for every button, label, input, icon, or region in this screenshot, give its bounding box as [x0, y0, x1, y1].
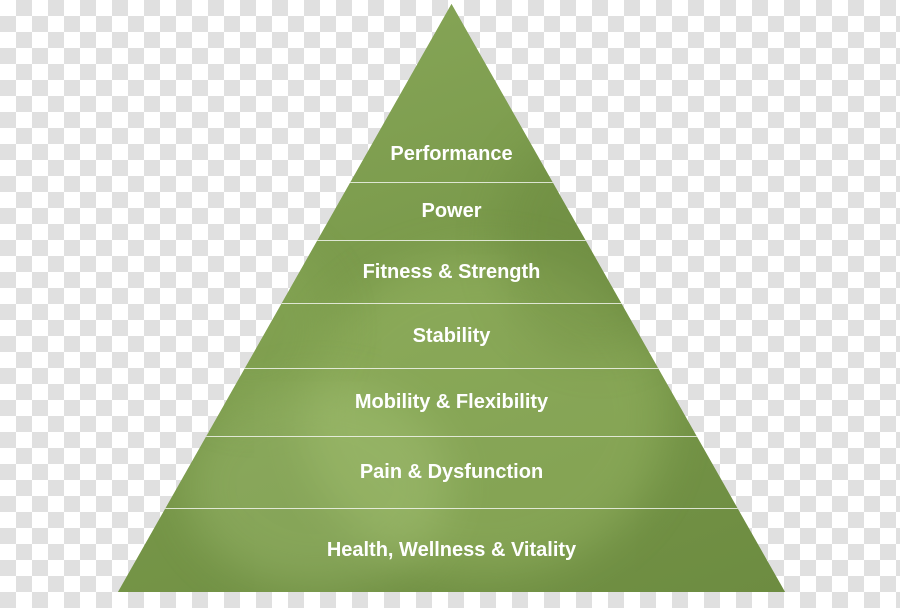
pyramid: Performance Power Fitness & Strength Sta… [118, 4, 785, 592]
level-label: Fitness & Strength [363, 261, 541, 284]
level-health: Health, Wellness & Vitality [118, 508, 785, 592]
level-pain: Pain & Dysfunction [118, 436, 785, 508]
level-power: Power [118, 182, 785, 240]
level-label: Health, Wellness & Vitality [327, 539, 576, 562]
level-fitness: Fitness & Strength [118, 240, 785, 303]
pyramid-apex-gap [118, 4, 785, 127]
level-performance: Performance [118, 127, 785, 182]
level-label: Stability [413, 325, 491, 348]
level-label: Pain & Dysfunction [360, 461, 543, 484]
level-stability: Stability [118, 303, 785, 368]
pyramid-levels: Performance Power Fitness & Strength Sta… [118, 4, 785, 592]
level-mobility: Mobility & Flexibility [118, 368, 785, 436]
stage: Performance Power Fitness & Strength Sta… [0, 0, 900, 608]
level-label: Mobility & Flexibility [355, 391, 548, 414]
level-label: Performance [390, 143, 512, 166]
level-label: Power [421, 200, 481, 223]
